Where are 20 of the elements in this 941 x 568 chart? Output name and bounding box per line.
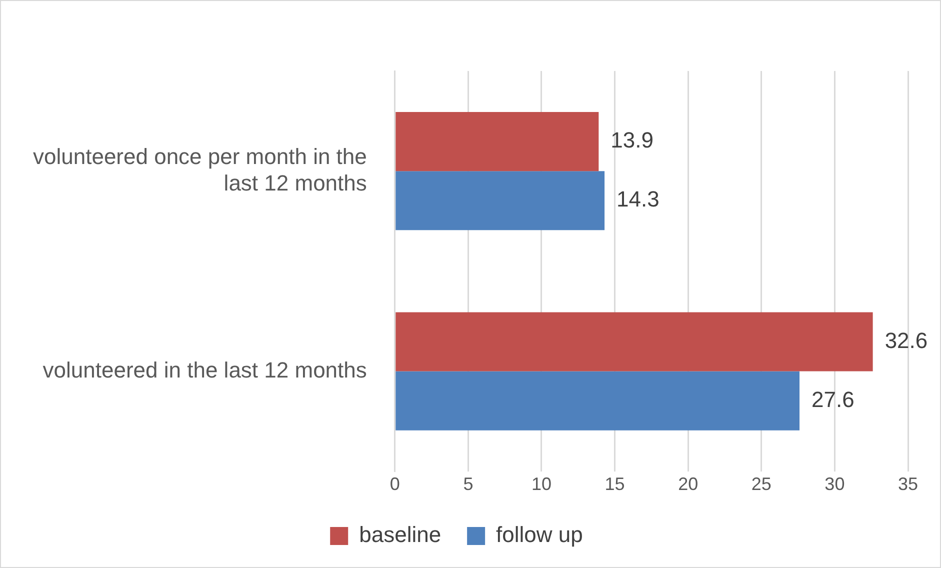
data-label: 14.3 — [616, 186, 660, 212]
legend-label: follow up — [496, 522, 583, 548]
x-tick-label: 5 — [463, 474, 474, 494]
x-tick-label: 0 — [390, 474, 400, 494]
x-tick-label: 30 — [824, 474, 845, 494]
x-tick-label: 20 — [678, 474, 698, 494]
x-tick-label: 10 — [531, 474, 552, 494]
data-label: 27.6 — [812, 386, 854, 412]
bar — [396, 371, 800, 430]
x-tick-label: 35 — [898, 474, 918, 494]
legend-label: baseline — [359, 522, 442, 548]
bar — [396, 171, 605, 230]
bar — [396, 312, 873, 372]
x-tick-label: 15 — [604, 474, 625, 494]
bar — [396, 112, 599, 172]
x-tick-label: 25 — [751, 474, 772, 494]
data-label: 32.6 — [884, 328, 928, 353]
data-label: 13.9 — [610, 128, 654, 153]
y-tick-label: volunteered once per month in the last 12 months — [33, 144, 367, 196]
y-tick-label: volunteered in the last 12 months — [42, 357, 367, 382]
